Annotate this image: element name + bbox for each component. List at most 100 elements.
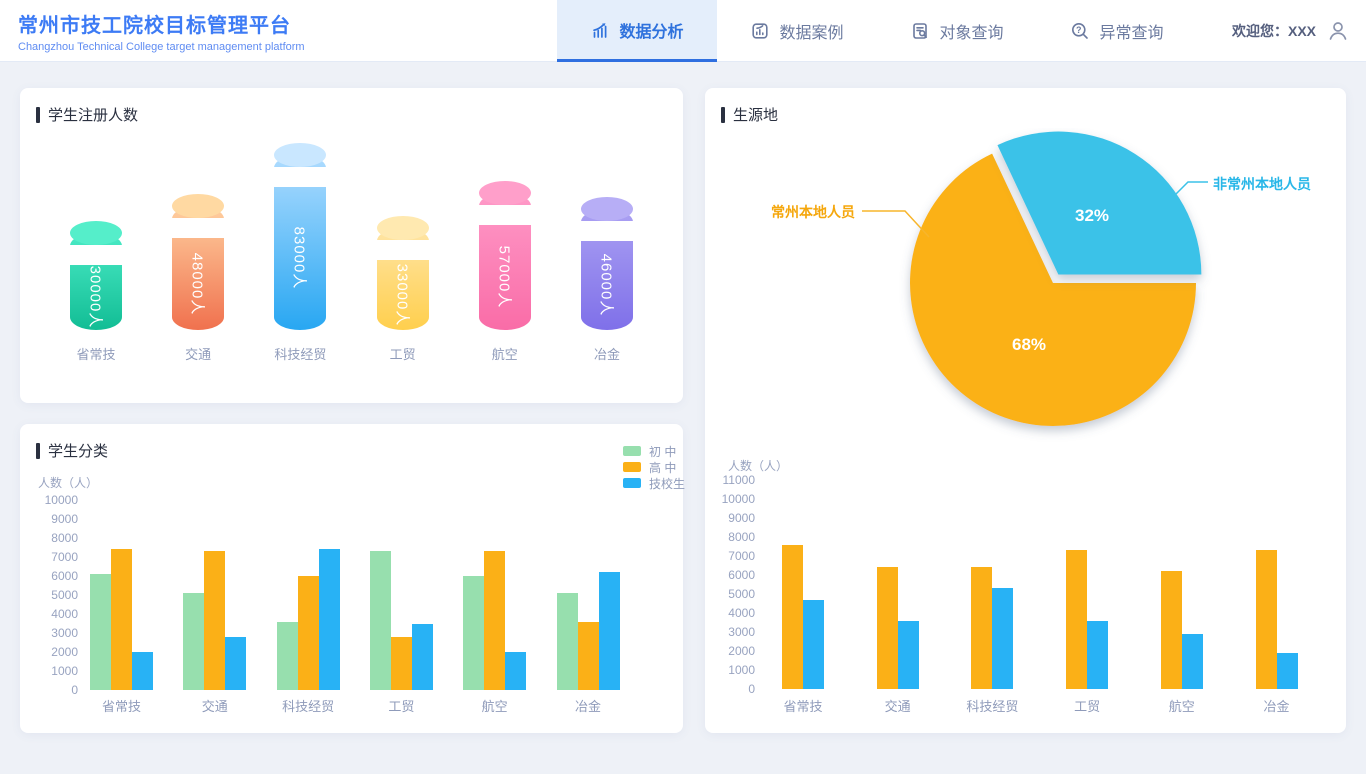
user-icon[interactable] [1326, 19, 1350, 43]
bar-origin-bars-省常技-s0[interactable] [782, 544, 803, 689]
category-label: 工贸 [1074, 699, 1101, 714]
y-tick-label: 2000 [728, 644, 755, 658]
bar-classification-bars-航空-s0[interactable] [463, 576, 485, 690]
category-label: 科技经贸 [966, 699, 1019, 714]
y-axis-label: 人数（人） [38, 476, 99, 490]
bar-origin-bars-冶金-s0[interactable] [1255, 550, 1277, 689]
bar-classification-bars-冶金-s2[interactable] [598, 572, 620, 690]
bar-classification-bars-航空-s2[interactable] [505, 652, 527, 690]
bar-classification-bars-科技经贸-s2[interactable] [318, 549, 340, 690]
bar-origin-bars-冶金-s1[interactable] [1276, 652, 1298, 689]
cylinder-value-label: 33000人 [393, 263, 411, 326]
cylinder-省常技[interactable]: 30000人 [70, 221, 122, 330]
classification-legend: 初 中高 中技校生 [623, 443, 685, 491]
y-tick-label: 6000 [51, 569, 78, 583]
legend-item-2[interactable]: 技校生 [623, 475, 685, 491]
cylinder-band [376, 240, 429, 260]
cylinder-冶金[interactable]: 46000人 [581, 197, 633, 330]
bar-classification-bars-工贸-s2[interactable] [411, 623, 433, 690]
pie-leader-line-nonlocal [1171, 181, 1208, 199]
bar-classification-bars-省常技-s0[interactable] [90, 574, 111, 690]
legend-swatch [623, 446, 641, 456]
y-tick-label: 1000 [728, 663, 755, 677]
bar-origin-bars-科技经贸-s0[interactable] [971, 567, 993, 689]
bar-origin-bars-交通-s0[interactable] [876, 567, 898, 689]
card-title: 学生注册人数 [36, 104, 138, 125]
header: 常州市技工院校目标管理平台 Changzhou Technical Colleg… [0, 0, 1366, 62]
y-tick-label: 9000 [51, 512, 78, 526]
bar-classification-bars-冶金-s1[interactable] [577, 621, 599, 690]
bar-origin-bars-工贸-s0[interactable] [1066, 550, 1088, 689]
bar-origin-bars-交通-s1[interactable] [897, 620, 919, 689]
bar-classification-bars-工贸-s0[interactable] [369, 551, 391, 690]
cylinder-工贸[interactable]: 33000人 [376, 216, 429, 330]
tab-object-query[interactable]: 对象查询 [877, 0, 1037, 62]
tab-anomaly-query[interactable]: ? 异常查询 [1037, 0, 1197, 62]
bar-classification-bars-科技经贸-s0[interactable] [276, 621, 298, 690]
cylinder-交通[interactable]: 48000人 [172, 194, 225, 330]
page-title: 常州市技工院校目标管理平台 [18, 15, 291, 37]
card-title-text: 学生注册人数 [48, 107, 139, 124]
cylinder-band [274, 167, 327, 187]
pie-label-local: 常州本地人员 [771, 204, 855, 220]
document-search-icon [913, 23, 928, 39]
category-label: 省常技 [101, 699, 142, 714]
tab-label: 异常查询 [1099, 25, 1164, 42]
bar-classification-bars-交通-s1[interactable] [204, 551, 226, 690]
pie-percent-nonlocal: 32% [1074, 206, 1110, 225]
tab-data-analysis[interactable]: 数据分析 [557, 0, 717, 62]
bar-classification-bars-省常技-s2[interactable] [132, 652, 153, 690]
title-marker [721, 106, 725, 123]
search-question-icon: ? [1072, 23, 1089, 39]
legend-item-0[interactable]: 初 中 [623, 443, 685, 459]
cylinder-band [478, 205, 531, 225]
cylinder-cap [478, 181, 531, 205]
pie-slice-local[interactable] [910, 153, 1196, 427]
category-label: 科技经贸 [274, 347, 327, 362]
category-label: 交通 [884, 699, 911, 714]
y-tick-label: 3000 [728, 625, 755, 639]
y-tick-label: 8000 [51, 531, 78, 545]
cylinder-band [172, 218, 225, 238]
bar-classification-bars-工贸-s1[interactable] [390, 636, 412, 690]
title-marker [36, 442, 40, 459]
cylinder-cap [376, 216, 429, 240]
y-tick-label: 0 [748, 682, 755, 696]
tab-data-cases[interactable]: 数据案例 [717, 0, 877, 62]
welcome-text: 欢迎您：XXX [1231, 23, 1316, 39]
chart-arrow-icon [593, 22, 607, 38]
nav-tabs: 数据分析 数据案例 对象查询 ? 异常查询 [557, 0, 1197, 62]
category-label: 航空 [491, 347, 518, 362]
bar-classification-bars-交通-s0[interactable] [183, 593, 205, 690]
bar-classification-bars-交通-s2[interactable] [225, 636, 247, 690]
card-student-classification: 学生分类 初 中高 中技校生 人数（人） 0 1000 2000 3000 4000 500… [20, 424, 685, 733]
category-label: 冶金 [593, 347, 621, 362]
bar-classification-bars-省常技-s1[interactable] [111, 549, 132, 690]
pie-leader-line-local [862, 210, 930, 238]
bar-origin-bars-科技经贸-s1[interactable] [992, 588, 1014, 689]
cylinder-value-label: 46000人 [597, 253, 615, 317]
bar-origin-bars-航空-s0[interactable] [1160, 571, 1182, 689]
cylinder-band [581, 221, 633, 241]
bar-origin-bars-省常技-s1[interactable] [803, 599, 824, 689]
legend-label: 高 中 [649, 460, 677, 475]
bar-origin-bars-航空-s1[interactable] [1181, 633, 1203, 689]
bar-origin-bars-工贸-s1[interactable] [1087, 620, 1109, 689]
legend-swatch [623, 478, 641, 488]
pie-percent-local: 68% [1011, 335, 1047, 354]
y-tick-label: 5000 [51, 588, 78, 602]
cylinder-科技经贸[interactable]: 83000人 [274, 143, 327, 330]
pie-slice-nonlocal[interactable] [997, 131, 1202, 275]
bar-classification-bars-科技经贸-s1[interactable] [297, 576, 319, 690]
tab-label: 数据案例 [779, 25, 844, 42]
bar-classification-bars-冶金-s0[interactable] [556, 593, 578, 690]
cylinder-航空[interactable]: 57000人 [478, 181, 531, 330]
bar-classification-bars-航空-s1[interactable] [484, 551, 506, 690]
category-label: 冶金 [574, 699, 602, 714]
card-student-origin: 生源地 68% 32% 常州本地人员 非常州本地人员 人数（人） 0 1000 200… [705, 88, 1346, 733]
cylinder-cap [274, 143, 327, 167]
legend-item-1[interactable]: 高 中 [623, 459, 685, 475]
y-axis-label: 人数（人） [728, 459, 789, 473]
card-title: 学生分类 [36, 440, 108, 461]
pie-label-nonlocal: 非常州本地人员 [1213, 176, 1311, 192]
